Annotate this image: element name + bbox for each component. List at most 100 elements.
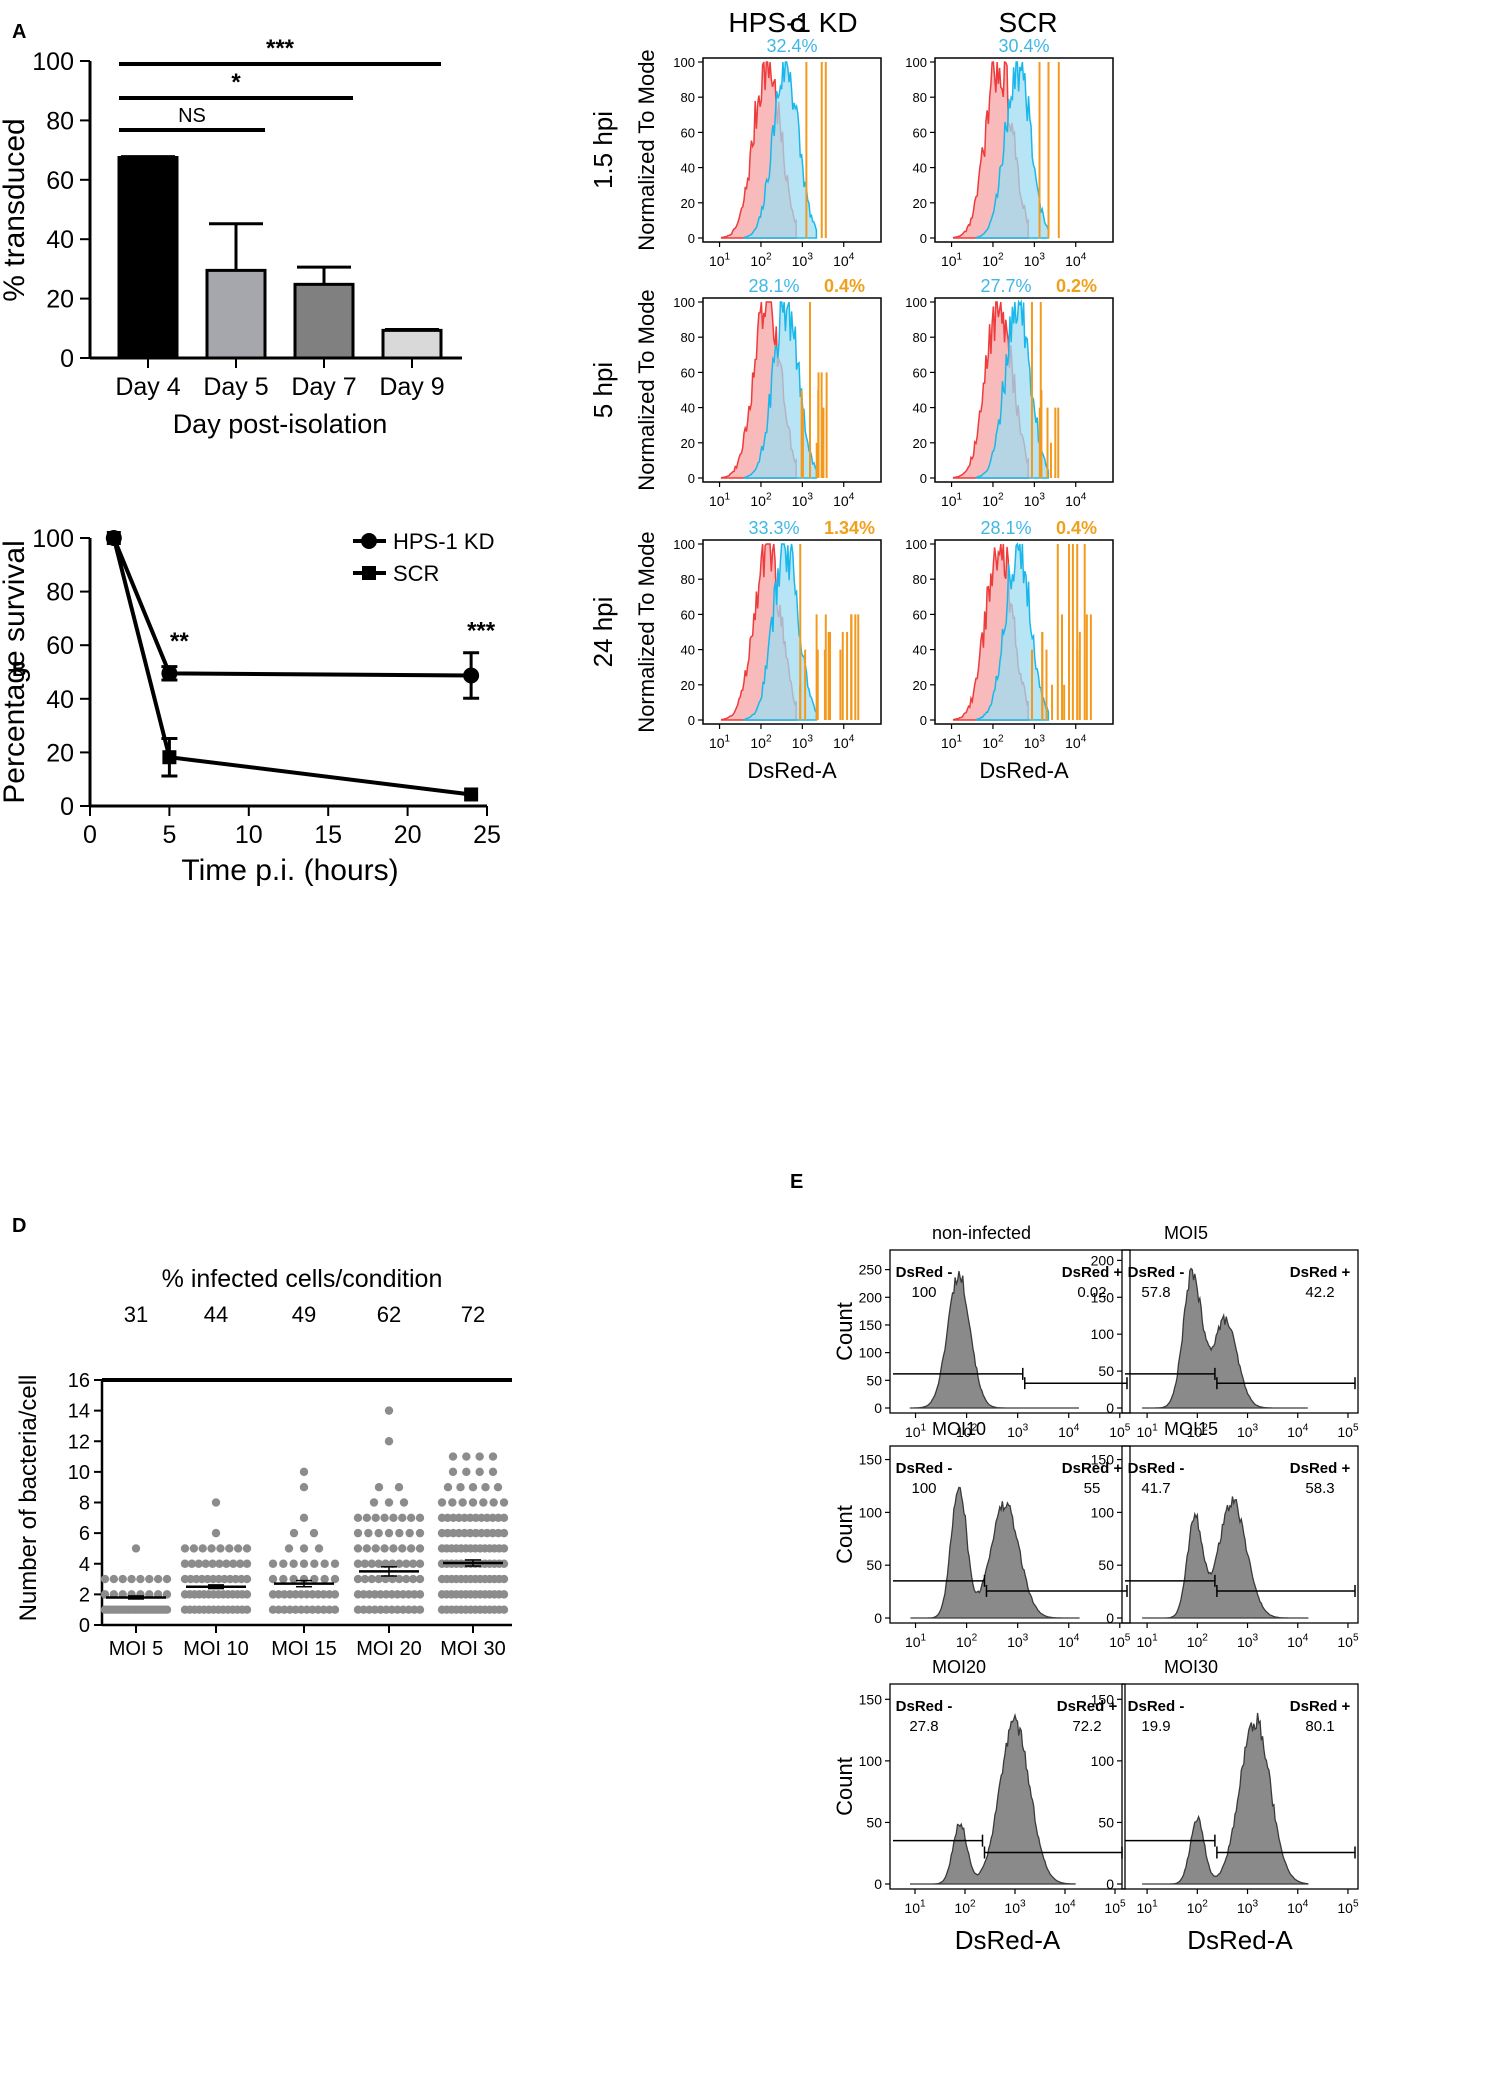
data-point xyxy=(415,1528,425,1538)
data-point xyxy=(330,1605,340,1614)
y-tick-label: 40 xyxy=(913,643,927,658)
data-point xyxy=(187,1559,197,1568)
x-tick-label-exp: 1 xyxy=(725,734,731,745)
data-point xyxy=(408,1559,418,1568)
data-point xyxy=(353,1559,363,1568)
panel-d-dot-plot: 0 2 4 6 8 10 12 14 16 Number of bacteria/cell % in… xyxy=(15,1265,512,1660)
x-tick-label: 15 xyxy=(314,821,342,849)
legend-marker-circle xyxy=(361,533,377,549)
y-tick-label: 80 xyxy=(913,572,927,587)
data-point xyxy=(448,1498,457,1507)
data-point xyxy=(118,1574,127,1584)
x-tick-label-base: 10 xyxy=(904,1900,920,1916)
data-point xyxy=(242,1559,252,1568)
y-tick-label: 250 xyxy=(859,1262,883,1278)
x-tick-label: Day 5 xyxy=(203,373,268,401)
histogram-infected-blue xyxy=(975,61,1050,239)
gate-negative-value: 100 xyxy=(911,1284,936,1301)
x-tick-label-exp: 3 xyxy=(807,492,813,503)
y-tick-label: 150 xyxy=(1091,1452,1115,1468)
x-tick-label: 102 xyxy=(750,492,772,509)
data-point xyxy=(162,1574,172,1584)
y-tick-label: 0 xyxy=(920,471,927,486)
plot-frame xyxy=(889,1249,1131,1414)
x-tick-label-base: 10 xyxy=(1004,1900,1020,1916)
gate-negative-label: DsRed - xyxy=(1128,1698,1185,1715)
data-point xyxy=(310,1574,319,1584)
y-tick-label: 20 xyxy=(46,739,74,767)
data-point xyxy=(127,1574,136,1584)
x-tick-label-base: 10 xyxy=(1065,493,1081,509)
x-tick-label: 20 xyxy=(394,821,422,849)
y-tick-label: 200 xyxy=(859,1289,883,1305)
x-tick-label: 105 xyxy=(1337,1899,1359,1916)
y-tick-label: 150 xyxy=(859,1317,883,1333)
data-point xyxy=(468,1498,478,1507)
data-point xyxy=(462,1452,471,1461)
x-tick-label-exp: 5 xyxy=(1120,1899,1126,1910)
x-tick-label-base: 10 xyxy=(750,253,766,269)
x-tick-label-base: 10 xyxy=(956,1634,972,1650)
y-tick-label: 60 xyxy=(46,632,74,660)
subplot-title: MOI15 xyxy=(1164,1419,1218,1439)
plot-frame xyxy=(1121,1445,1359,1624)
x-tick-label-base: 10 xyxy=(941,253,957,269)
x-tick-label-base: 10 xyxy=(982,493,998,509)
y-tick-label: 150 xyxy=(859,1691,883,1707)
data-point xyxy=(399,1498,409,1507)
panel-label-E: E xyxy=(790,1171,803,1193)
x-axis-label: DsRed-A xyxy=(955,1925,1061,1955)
data-point xyxy=(145,1574,154,1584)
data-point xyxy=(189,1544,199,1553)
panel-c-flow-histograms: HPS-1 KD SCR 1.5 hpi Normalized To Mode 5 hp… xyxy=(588,7,1114,783)
data-point xyxy=(468,1482,478,1492)
data-point xyxy=(415,1574,425,1584)
x-tick-label-base: 10 xyxy=(1187,1424,1203,1440)
plot-frame xyxy=(702,297,882,483)
y-tick-label: 80 xyxy=(681,330,695,345)
data-point xyxy=(279,1574,288,1584)
plot-frame xyxy=(1121,1249,1359,1414)
significance-label: * xyxy=(231,69,241,96)
y-tick-label: 20 xyxy=(913,436,927,451)
legend-label: HPS-1 KD xyxy=(393,529,494,554)
data-point xyxy=(384,1406,394,1415)
data-point xyxy=(198,1544,207,1553)
gate-positive-value: 42.2 xyxy=(1305,1284,1334,1301)
data-point xyxy=(499,1498,509,1507)
x-tick-label-base: 10 xyxy=(709,493,725,509)
data-point xyxy=(398,1513,407,1523)
x-tick-label: 104 xyxy=(833,252,855,269)
x-tick-label: 104 xyxy=(1287,1633,1309,1650)
x-tick-label-base: 10 xyxy=(1024,735,1040,751)
y-tick-label: 0 xyxy=(874,1876,882,1892)
percent-orange: 0.4% xyxy=(824,276,865,296)
y-tick-label: 100 xyxy=(859,1504,883,1520)
x-tick-label-exp: 3 xyxy=(1039,492,1045,503)
y-tick-label: 40 xyxy=(681,643,695,658)
data-point xyxy=(388,1574,397,1584)
data-point xyxy=(320,1559,329,1568)
y-tick-label: 50 xyxy=(1098,1363,1114,1379)
gate-positive-label: DsRed + xyxy=(1290,1698,1351,1715)
bar-day-4 xyxy=(117,156,179,360)
data-point xyxy=(462,1467,471,1477)
y-tick-label: 50 xyxy=(1098,1814,1114,1830)
x-tick-label-base: 10 xyxy=(1337,1900,1353,1916)
x-tick-label: 101 xyxy=(1137,1633,1159,1650)
x-tick-label: 104 xyxy=(1287,1899,1309,1916)
y-tick-label: 0 xyxy=(1106,1610,1114,1626)
x-tick-label-base: 10 xyxy=(1287,1900,1303,1916)
y-tick-label: 20 xyxy=(913,678,927,693)
percent-infected-label: 72 xyxy=(461,1302,485,1327)
legend-marker-square xyxy=(362,566,376,580)
y-tick-label: 100 xyxy=(859,1753,883,1769)
x-tick-label-exp: 2 xyxy=(766,252,772,263)
x-tick-label: 104 xyxy=(1065,492,1087,509)
x-tick-label-exp: 2 xyxy=(998,492,1004,503)
x-tick-label: 103 xyxy=(1004,1899,1026,1916)
x-tick-label: 102 xyxy=(750,734,772,751)
data-point xyxy=(215,1559,224,1568)
